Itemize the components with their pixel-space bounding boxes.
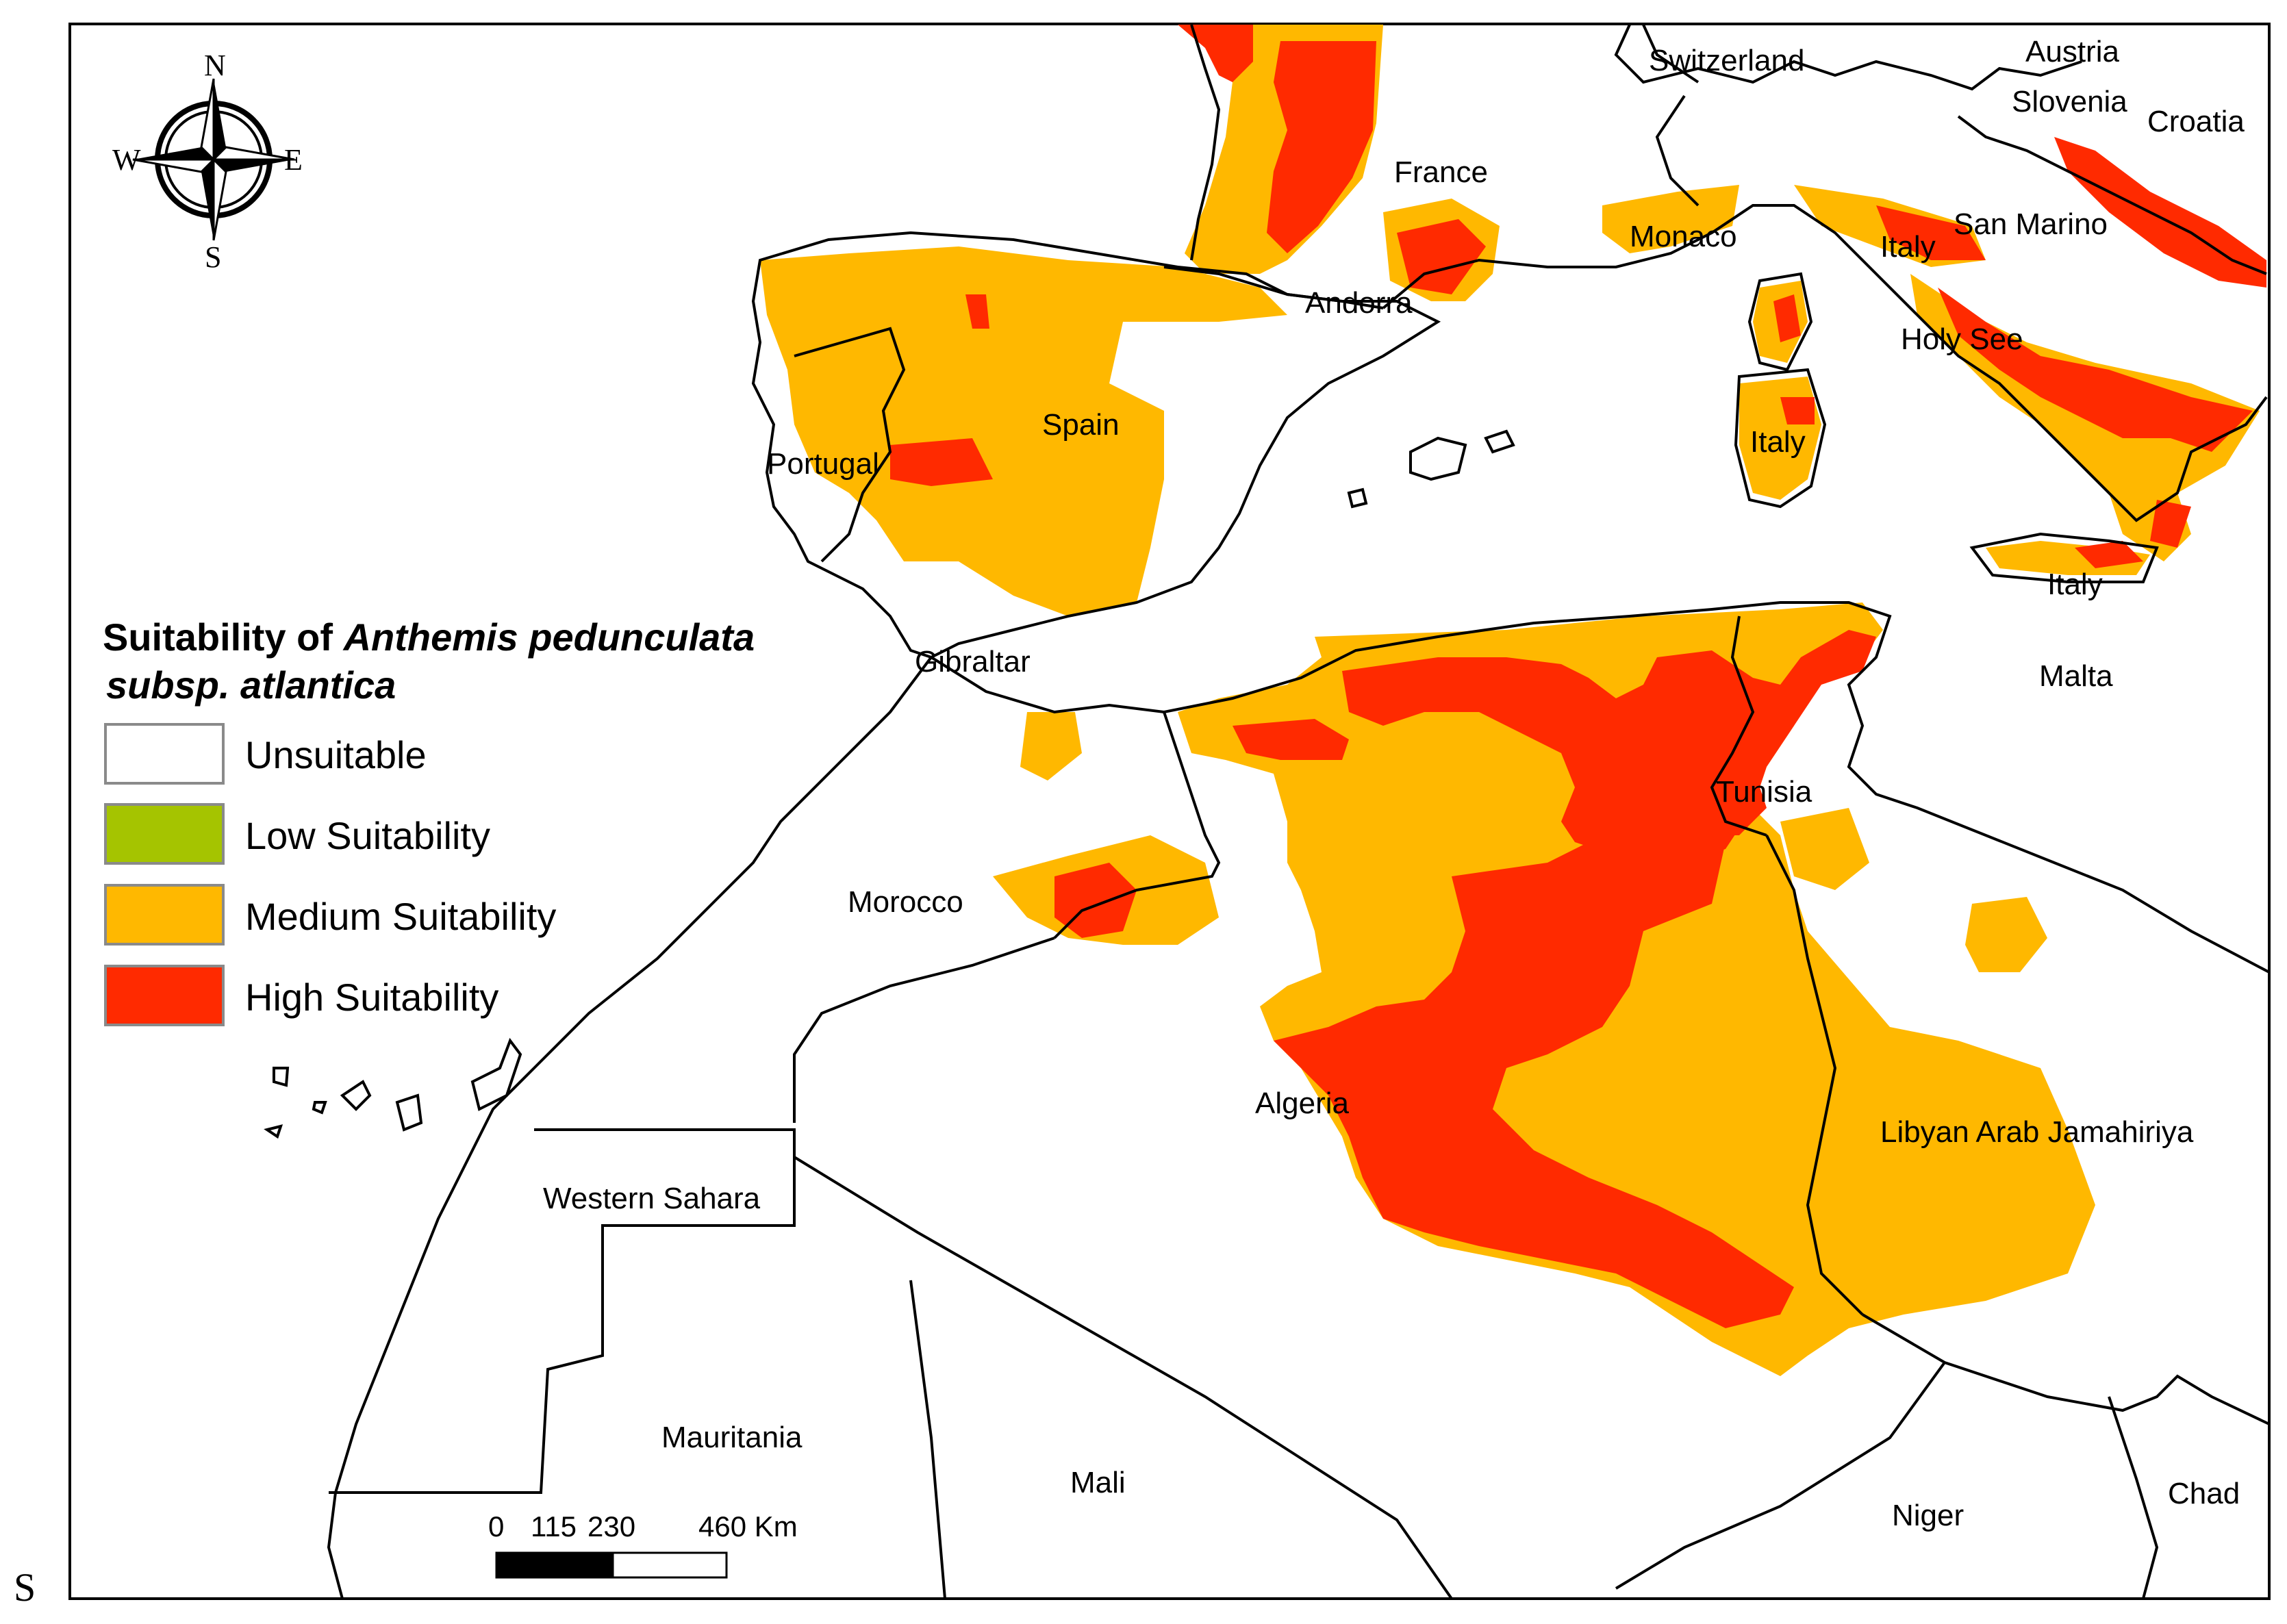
label-slovenia: Slovenia (2012, 85, 2127, 118)
compass-n: N (204, 49, 226, 82)
label-chad: Chad (2168, 1477, 2240, 1510)
legend-label-medium: Medium Suitability (245, 895, 556, 938)
compass-point-n (214, 79, 226, 160)
legend-swatch-high (104, 965, 225, 1026)
scale-label-0: 0 (488, 1510, 504, 1543)
legend-label-high: High Suitability (245, 976, 498, 1019)
label-san-marino: San Marino (1954, 207, 2108, 241)
label-italy-sardinia: Italy (1750, 425, 1806, 459)
label-morocco: Morocco (848, 885, 963, 919)
label-gibraltar: Gibraltar (915, 645, 1031, 678)
legend-title-line2: subsp. atlantica (106, 663, 396, 707)
scale-label-230: 230 (587, 1510, 635, 1543)
label-mali: Mali (1070, 1466, 1126, 1499)
label-switzerland: Switzerland (1649, 44, 1804, 77)
label-portugal: Portugal (767, 447, 879, 481)
label-italy-north: Italy (1880, 230, 1936, 264)
compass-point-e-light (211, 146, 295, 161)
scale-label-460: 460 Km (698, 1510, 798, 1543)
legend-title-species: Anthemis pedunculata (342, 616, 755, 659)
compass-point-w (133, 147, 214, 160)
compass-rose: N S E W (112, 49, 303, 274)
label-tunisia: Tunisia (1716, 775, 1812, 809)
label-croatia: Croatia (2147, 105, 2245, 138)
legend: Suitability of Anthemis pedunculata subs… (103, 616, 755, 1026)
compass-s: S (205, 240, 221, 274)
label-niger: Niger (1892, 1499, 1964, 1532)
stray-glyph: S (14, 1565, 36, 1610)
legend-swatch-unsuitable (104, 723, 225, 785)
compass-point-s (201, 160, 214, 240)
compass-point-w-light (132, 158, 216, 173)
borders-layer (264, 24, 2270, 1600)
label-libya: Libyan Arab Jamahiriya (1880, 1115, 2194, 1149)
legend-label-low: Low Suitability (245, 814, 490, 857)
label-austria: Austria (2025, 35, 2119, 68)
label-spain: Spain (1042, 408, 1120, 442)
legend-title-line1: Suitability of Anthemis pedunculata (103, 616, 755, 659)
label-france: France (1394, 155, 1488, 189)
legend-swatch-medium (104, 884, 225, 946)
label-mauritania: Mauritania (661, 1421, 803, 1454)
legend-swatch-low (104, 803, 225, 865)
scale-segment-black (495, 1551, 614, 1579)
scale-label-115: 115 (531, 1510, 577, 1543)
legend-label-unsuitable: Unsuitable (245, 733, 427, 776)
label-monaco: Monaco (1630, 220, 1737, 253)
country-labels: Switzerland Austria Slovenia Croatia Fra… (543, 35, 2245, 1532)
compass-w: W (112, 143, 141, 177)
label-western-sahara: Western Sahara (543, 1182, 761, 1215)
suitability-layer (760, 25, 2266, 1376)
compass-point-e (214, 160, 294, 172)
label-malta: Malta (2039, 659, 2113, 693)
legend-title-prefix: Suitability of (103, 616, 344, 659)
label-algeria: Algeria (1255, 1087, 1349, 1120)
scale-bar: 0 115 230 460 Km (488, 1510, 798, 1579)
label-italy-sicily: Italy (2047, 568, 2103, 601)
label-andorra: Andorra (1305, 286, 1413, 320)
compass-e: E (284, 143, 303, 177)
label-holy-see: Holy See (1901, 322, 2023, 356)
scale-segment-white (611, 1551, 728, 1579)
